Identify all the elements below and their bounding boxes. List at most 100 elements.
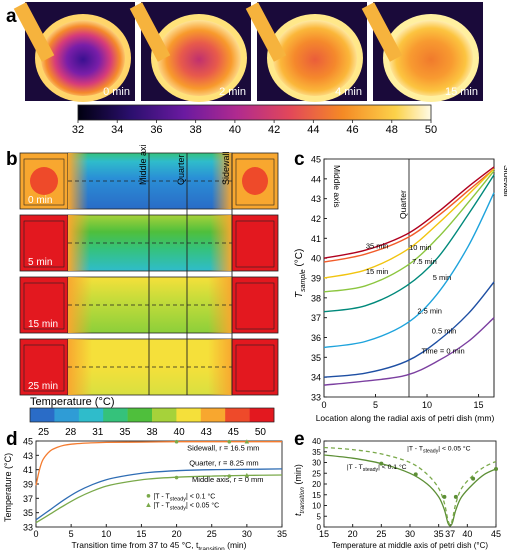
series-line <box>323 281 495 378</box>
sim-colorbar-tick-label: 38 <box>146 427 158 438</box>
series-label: 35 min <box>366 241 389 250</box>
y-tick-label: 35 <box>311 353 321 363</box>
series-label: Time = 0 min <box>421 346 464 355</box>
thermal-frame-2: 2 min <box>129 2 251 102</box>
colorbar-segment <box>30 408 55 422</box>
middle-axis-label: Middle axis <box>138 145 148 185</box>
chart-d: d 25 28 31 35 38 40 43 45 50 33 35 37 39 41 43 45 0 5 10 15… <box>3 427 287 553</box>
vline-label: Quarter <box>398 190 408 219</box>
sim-colorbar-tick-label: 45 <box>228 427 240 438</box>
panel-d: d 25 28 31 35 38 40 43 45 50 33 35 37 39 41 43 45 0 5 10 15… <box>0 425 290 553</box>
y-tick-label: 30 <box>312 459 321 468</box>
sim-colorbar-tick-label: 25 <box>38 427 50 438</box>
y-tick-label: 0 <box>317 523 322 532</box>
colorbar-tick-label: 38 <box>190 124 202 135</box>
y-tick-label: 33 <box>23 523 33 533</box>
circle-marker <box>174 439 179 444</box>
colorbar-segment <box>200 408 226 422</box>
x-tick-label: 15 <box>136 529 146 539</box>
triangle-marker <box>244 472 250 478</box>
y-tick-label: 45 <box>23 437 33 447</box>
legend-triangle-marker <box>146 502 151 507</box>
sim-colorbar-tick-label: 28 <box>65 427 77 438</box>
x-tick-label: 37 <box>445 529 455 539</box>
x-tick-label: 30 <box>242 529 252 539</box>
y-axis-label: Temperature (°C) <box>3 453 13 522</box>
sim-frame-time: 5 min <box>28 257 52 268</box>
x-tick-label: 25 <box>376 529 386 539</box>
panel-e-label: e <box>294 429 305 450</box>
thermal-colorbar <box>77 104 432 121</box>
series-line <box>35 468 283 521</box>
y-tick-label: 44 <box>311 174 321 184</box>
series-line <box>323 174 495 313</box>
series-line <box>323 192 495 349</box>
series-label: 0.5 min <box>432 327 457 336</box>
series-line <box>323 168 495 279</box>
colorbar-tick-label: 48 <box>386 124 398 135</box>
series-label: 7.5 min <box>412 257 437 266</box>
legend-label: |T - Tsteady| < 0.1 °C <box>153 492 215 502</box>
x-axis-label: Location along the radial axis of petri … <box>316 413 495 423</box>
y-tick-label: 41 <box>23 465 33 475</box>
x-tick-label: 15 <box>319 529 329 539</box>
series-line <box>323 166 495 259</box>
x-tick-label: 35 <box>434 529 444 539</box>
series-line <box>323 168 495 263</box>
sidewall-label: Sidewall <box>221 151 231 185</box>
sim-colorbar-tick-label: 50 <box>255 427 267 438</box>
x-tick-label: 25 <box>207 529 217 539</box>
data-point <box>379 461 384 466</box>
thermal-colorbar-ticks: 32 34 36 38 40 42 44 46 48 50 <box>72 120 437 136</box>
legend-circle-marker <box>146 494 151 498</box>
colorbar-tick-label: 50 <box>425 124 437 135</box>
x-tick-label: 5 <box>69 529 74 539</box>
y-tick-label: 15 <box>312 491 321 500</box>
plot-frame <box>35 440 283 528</box>
y-tick-label: 41 <box>311 234 321 244</box>
y-tick-label: 43 <box>23 451 33 461</box>
panel-a-label: a <box>6 6 17 27</box>
colorbar-segment <box>127 408 153 422</box>
sim-frame-0: 0 min <box>19 152 279 210</box>
data-point <box>453 494 458 499</box>
y-tick-label: 35 <box>23 508 33 518</box>
x-tick-label: 5 <box>373 400 378 410</box>
triangle-marker <box>244 439 250 444</box>
y-tick-label: 5 <box>317 512 322 521</box>
y-tick-label: 10 <box>312 502 321 511</box>
y-axis-label: Tsample (°C) <box>294 249 307 298</box>
series-label: Sidewall, r = 16.5 mm <box>187 443 259 452</box>
vline-label: Sidewall <box>502 165 507 197</box>
sim-colorbar-tick-label: 40 <box>174 427 186 438</box>
series-line <box>323 170 495 293</box>
sim-colorbar-title: Temperature (°C) <box>30 396 114 408</box>
vline-label: Middle axis <box>332 165 342 208</box>
x-axis-label: Temperature at middle axis of petri dish… <box>332 541 488 550</box>
quarter-label: Quarter <box>176 154 186 185</box>
frame-time: 0 min <box>103 86 130 98</box>
thermal-frame-15: 15 min <box>361 2 483 102</box>
y-tick-label: 40 <box>312 437 321 446</box>
colorbar-tick-label: 34 <box>111 124 123 135</box>
colorbar-tick-label: 42 <box>268 124 280 135</box>
series-label: Quarter, r = 8.25 mm <box>189 458 258 467</box>
data-point <box>442 494 447 499</box>
panel-a-figure: a 0 min 2 min 4 min 15 min <box>6 2 483 136</box>
y-tick-label: 42 <box>311 214 321 224</box>
x-axis-label: Transition time from 37 to 45 °C, ttrans… <box>72 540 247 550</box>
colorbar-segment <box>176 408 202 422</box>
panel-c-label: c <box>294 149 305 170</box>
panel-a: a 0 min 2 min 4 min 15 min <box>0 0 507 136</box>
frame-time: 2 min <box>219 86 246 98</box>
colorbar-tick-label: 36 <box>150 124 162 135</box>
colorbar-tick-label: 32 <box>72 124 84 135</box>
colorbar-segment <box>225 408 250 422</box>
y-tick-label: 37 <box>23 494 33 504</box>
y-tick-label: 39 <box>23 480 33 490</box>
x-tick-label: 0 <box>33 529 38 539</box>
y-tick-label: 36 <box>311 333 321 343</box>
data-point <box>471 476 476 481</box>
y-tick-label: 34 <box>311 373 321 383</box>
chart-c: c 33 34 35 36 37 38 39 40 41 42 43 44 45 0 5 10 15 Locati… <box>294 149 507 423</box>
